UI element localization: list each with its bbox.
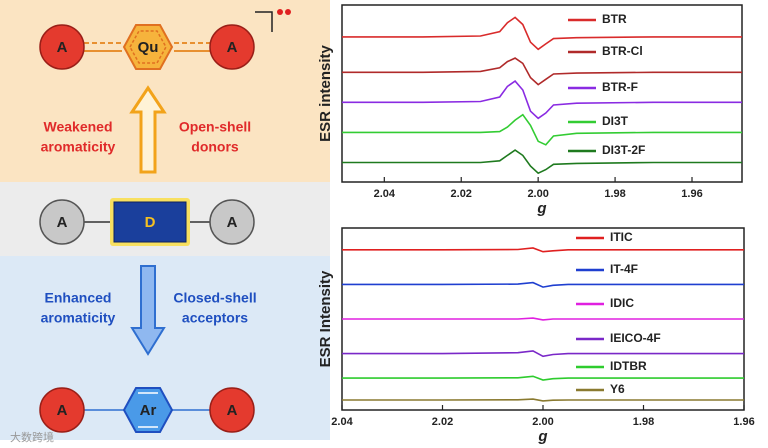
node-label: A bbox=[227, 39, 238, 56]
side-label: Closed-shell bbox=[173, 290, 256, 306]
esr-trace bbox=[342, 281, 744, 288]
node-label: Qu bbox=[138, 39, 159, 56]
x-tick-label: 1.96 bbox=[733, 416, 754, 428]
legend-label: IDIC bbox=[610, 296, 634, 310]
esr-trace bbox=[342, 375, 744, 381]
x-tick-label: 1.98 bbox=[604, 188, 625, 200]
x-tick-label: 2.00 bbox=[532, 416, 553, 428]
legend-label: IDTBR bbox=[610, 359, 647, 373]
acceptor-node bbox=[209, 387, 255, 433]
node-label: Ar bbox=[140, 402, 157, 419]
legend-label: Y6 bbox=[610, 382, 625, 396]
legend-label: IT-4F bbox=[610, 262, 638, 276]
x-axis-label: g bbox=[537, 428, 547, 445]
acceptor-node bbox=[39, 387, 85, 433]
node-label: A bbox=[57, 214, 68, 231]
radical-dot bbox=[277, 9, 283, 15]
legend-label: ITIC bbox=[610, 230, 633, 244]
plot-frame bbox=[341, 4, 743, 183]
acceptor-node bbox=[209, 24, 255, 70]
node-label: A bbox=[227, 214, 238, 231]
esr-trace bbox=[342, 317, 744, 321]
x-tick-label: 2.00 bbox=[527, 188, 548, 200]
quinoid-ring-inner bbox=[129, 30, 167, 64]
esr-trace bbox=[342, 113, 742, 146]
aromatic-ring bbox=[122, 387, 174, 433]
x-tick-label: 2.04 bbox=[374, 188, 396, 200]
esr-trace bbox=[342, 80, 742, 120]
down-arrow bbox=[130, 265, 166, 356]
legend-label: DI3T bbox=[602, 114, 629, 128]
node-label: A bbox=[57, 39, 68, 56]
radical-dot bbox=[285, 9, 291, 15]
y-axis-label: ESR Intensity bbox=[317, 270, 334, 367]
side-label: aromaticity bbox=[41, 139, 116, 155]
legend-label: DI3T-2F bbox=[602, 143, 645, 157]
side-label: Weakened bbox=[44, 119, 113, 135]
esr-trace bbox=[342, 16, 742, 51]
legend-label: IEICO-4F bbox=[610, 331, 661, 345]
acceptor-node bbox=[39, 24, 85, 70]
esr-trace bbox=[342, 149, 742, 175]
side-label: Open-shell bbox=[179, 119, 251, 135]
acceptor-node bbox=[39, 199, 85, 245]
radical-bracket bbox=[255, 11, 273, 32]
esr-trace bbox=[342, 247, 744, 253]
side-label: aromaticity bbox=[41, 310, 116, 326]
node-label: A bbox=[227, 402, 238, 419]
legend-label: BTR bbox=[602, 12, 627, 26]
esr-trace bbox=[342, 398, 744, 402]
x-tick-label: 1.98 bbox=[633, 416, 654, 428]
donor-core bbox=[113, 201, 187, 243]
legend-label: BTR-Cl bbox=[602, 44, 643, 58]
esr-trace bbox=[342, 57, 742, 86]
x-tick-label: 2.02 bbox=[451, 188, 472, 200]
x-axis-label: g bbox=[536, 200, 546, 217]
node-label: D bbox=[145, 214, 156, 231]
side-label: donors bbox=[191, 139, 239, 155]
legend-label: BTR-F bbox=[602, 80, 638, 94]
up-arrow bbox=[129, 85, 167, 174]
acceptor-node bbox=[209, 199, 255, 245]
node-label: A bbox=[57, 402, 68, 419]
x-tick-label: 1.96 bbox=[681, 188, 702, 200]
x-tick-label: 2.02 bbox=[432, 416, 453, 428]
side-label: acceptors bbox=[182, 310, 248, 326]
x-tick-label: 2.04 bbox=[331, 416, 353, 428]
esr-trace bbox=[342, 350, 744, 358]
side-label: Enhanced bbox=[45, 290, 112, 306]
watermark: 大数跨境 bbox=[10, 430, 54, 444]
y-axis-label: ESR intensity bbox=[317, 44, 334, 141]
